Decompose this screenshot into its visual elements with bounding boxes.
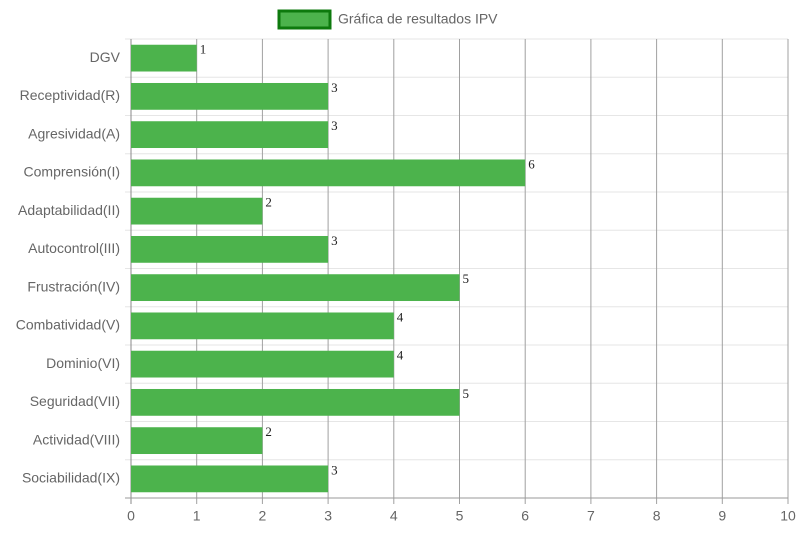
data-label: 3 [331, 462, 338, 477]
data-label: 1 [200, 42, 207, 57]
data-label: 5 [463, 386, 470, 401]
bar [131, 159, 526, 187]
data-label: 3 [331, 233, 338, 248]
y-tick-label: Dominio(VI) [46, 355, 120, 371]
data-label: 4 [397, 348, 404, 363]
x-tick-label: 8 [653, 508, 661, 524]
x-tick-label: 6 [521, 508, 529, 524]
data-label: 4 [397, 309, 404, 324]
data-label: 2 [265, 424, 272, 439]
data-label: 6 [528, 156, 535, 171]
bar [131, 388, 460, 416]
y-tick-label: Comprensión(I) [24, 164, 120, 180]
y-tick-label: Adaptabilidad(II) [18, 202, 120, 218]
legend-swatch [277, 9, 332, 30]
x-tick-label: 5 [456, 508, 464, 524]
x-tick-label: 0 [127, 508, 135, 524]
y-tick-label: Combatividad(V) [16, 317, 120, 333]
bar [131, 274, 460, 302]
y-tick-label: Seguridad(VII) [30, 393, 120, 409]
x-tick-label: 4 [390, 508, 398, 524]
y-tick-label: Agresividad(A) [28, 125, 120, 141]
bar [131, 121, 329, 149]
bar [131, 197, 263, 225]
bar [131, 235, 329, 263]
bar [131, 312, 394, 340]
y-tick-label: Frustración(IV) [27, 278, 120, 294]
bar [131, 465, 329, 493]
data-label: 2 [265, 195, 272, 210]
y-tick-label: DGV [90, 49, 121, 65]
data-label: 3 [331, 118, 338, 133]
x-tick-label: 1 [193, 508, 201, 524]
x-tick-label: 7 [587, 508, 595, 524]
data-label: 5 [463, 271, 470, 286]
y-tick-label: Receptividad(R) [20, 87, 120, 103]
x-tick-label: 9 [718, 508, 726, 524]
x-tick-label: 2 [259, 508, 267, 524]
x-tick-label: 10 [780, 508, 796, 524]
bar [131, 427, 263, 455]
bar [131, 44, 197, 72]
legend-label: Gráfica de resultados IPV [338, 11, 498, 27]
x-tick-label: 3 [324, 508, 332, 524]
bar [131, 82, 329, 110]
y-tick-label: Autocontrol(III) [28, 240, 120, 256]
bar [131, 350, 394, 378]
data-label: 3 [331, 80, 338, 95]
y-tick-label: Actividad(VIII) [33, 431, 120, 447]
y-tick-label: Sociabilidad(IX) [22, 470, 120, 486]
